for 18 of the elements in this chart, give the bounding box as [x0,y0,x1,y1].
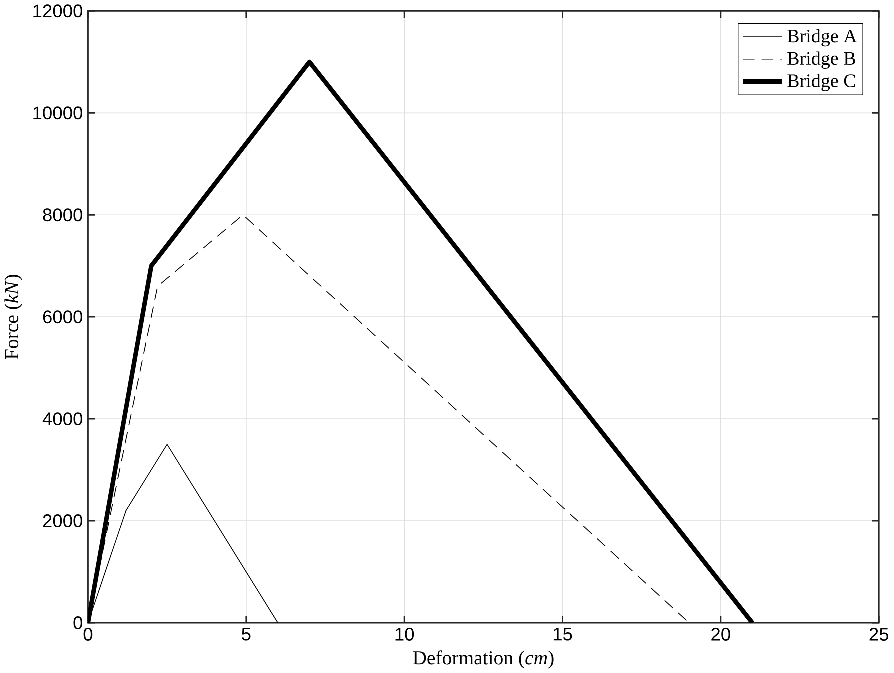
x-tick-label: 5 [242,628,251,641]
y-tick-label: 6000 [43,310,83,324]
y-tick-label: 0 [74,616,83,630]
y-tick-label: 8000 [43,208,83,222]
y-tick-label: 12000 [34,4,83,18]
legend-label: Bridge B [788,51,856,69]
x-tick-label: 0 [84,628,93,641]
y-axis-title: Force (kN) [4,274,23,360]
x-tick-label: 15 [554,628,572,641]
legend-label: Bridge A [788,29,858,46]
x-tick-label: 10 [396,628,414,641]
x-tick-label: 25 [870,628,889,641]
x-tick-label: 20 [712,628,730,641]
y-tick-label: 4000 [42,412,83,426]
y-tick-label: 10000 [34,106,83,120]
legend-label: Bridge C [788,74,856,92]
x-axis-title: Deformation (cm) [413,650,554,669]
y-tick-label: 2000 [43,514,83,528]
